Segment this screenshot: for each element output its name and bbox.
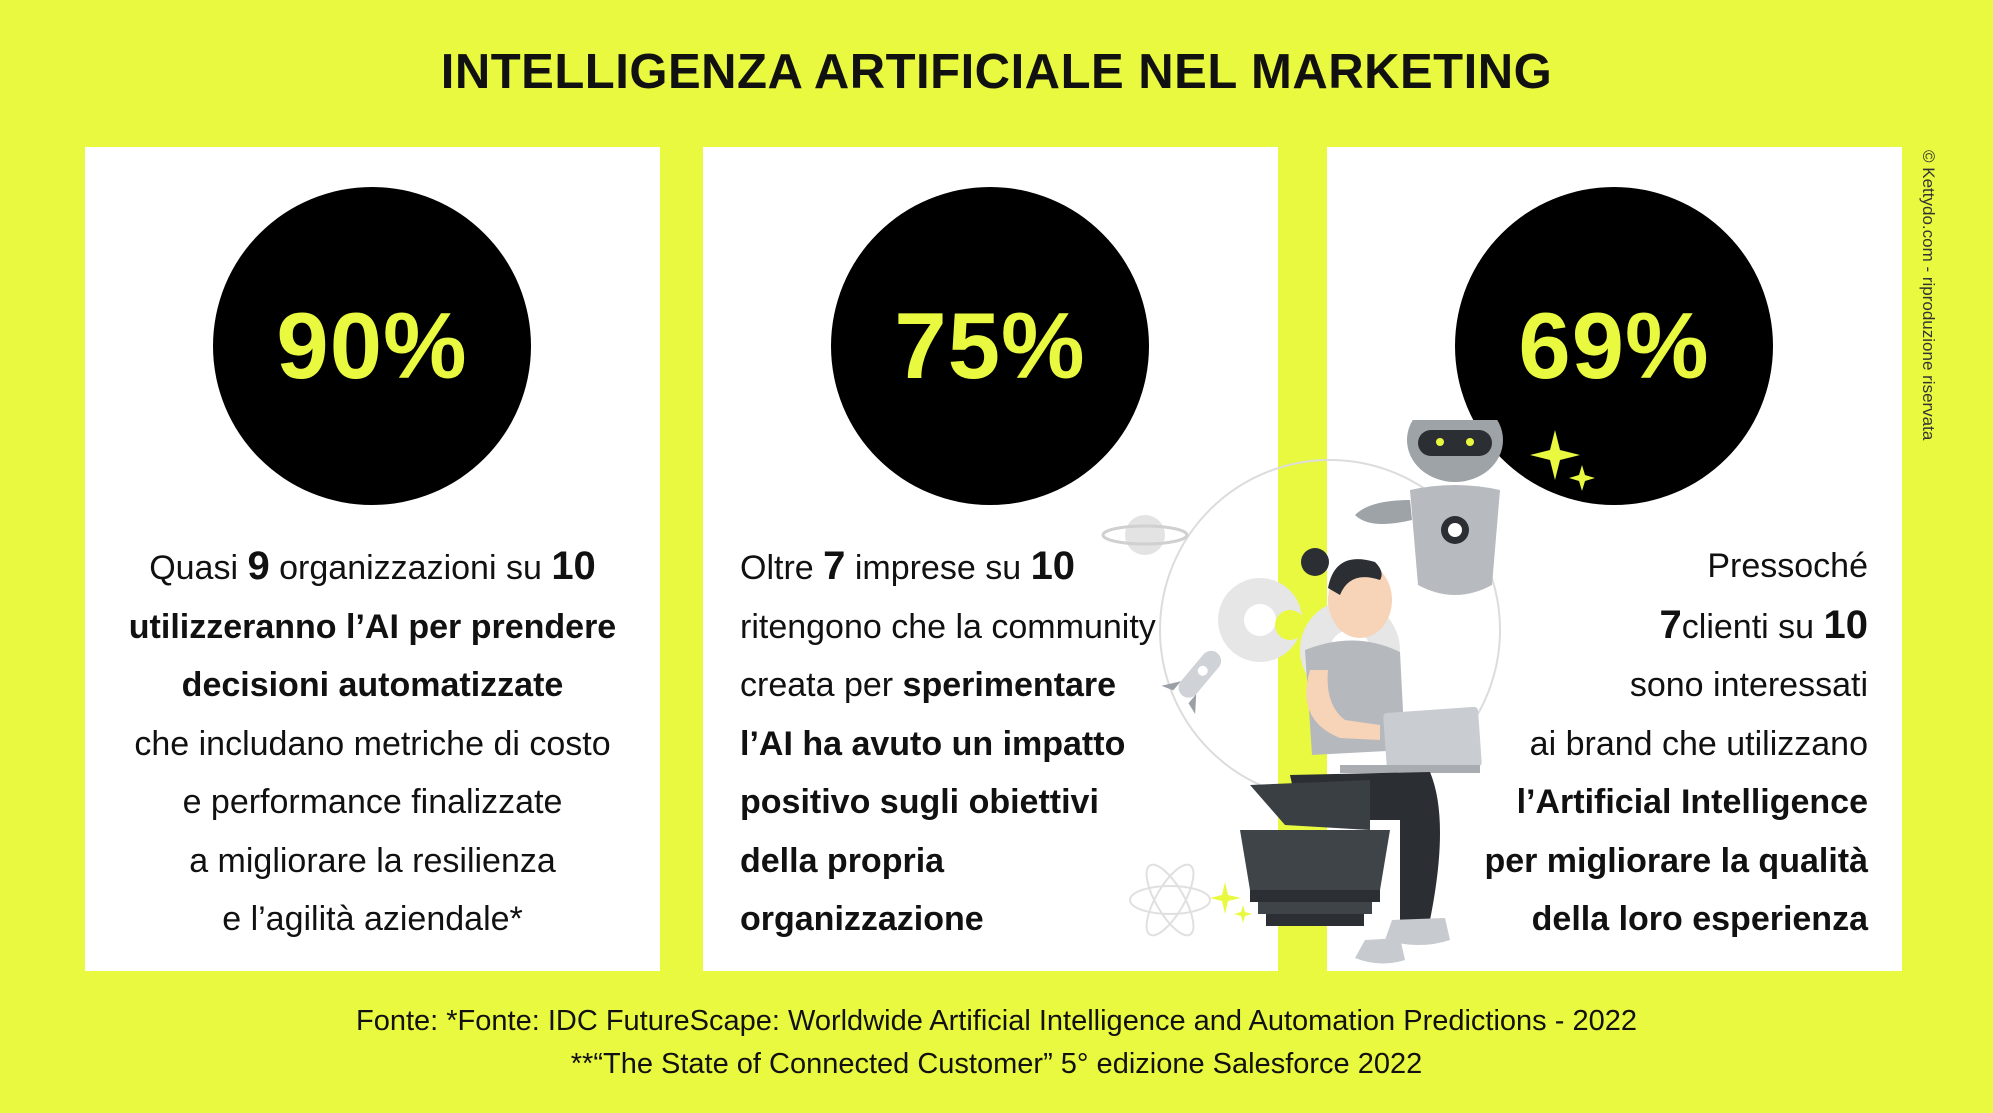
description-segment: imprese su xyxy=(845,549,1031,587)
stat-circle: 75% xyxy=(831,187,1149,505)
description-line: l’AI ha avuto un impatto xyxy=(740,715,1268,774)
atom-icon xyxy=(1129,863,1211,937)
description-segment: 9 xyxy=(247,544,270,588)
description-line: a migliorare la resilienza xyxy=(95,832,650,891)
description-segment: ritengono che la community xyxy=(740,607,1156,646)
watermark-text: © Kettydo.com - riproduzione riservata xyxy=(1919,150,1938,441)
description-segment: per migliorare la qualità xyxy=(1484,841,1868,880)
description-segment: Quasi xyxy=(149,549,248,587)
description-line: della loro esperienza xyxy=(1477,890,1868,949)
source-line-1: Fonte: *Fonte: IDC FutureScape: Worldwid… xyxy=(356,1005,1637,1037)
page-title: INTELLIGENZA ARTIFICIALE NEL MARKETING xyxy=(440,45,1553,99)
stat-circle: 90% xyxy=(213,187,531,505)
description-line: decisioni automatizzate xyxy=(95,656,650,715)
description-line: ai brand che utilizzano xyxy=(1477,715,1868,774)
description-line: Oltre 7 imprese su 10 xyxy=(740,537,1268,598)
description-line: positivo sugli obiettivi xyxy=(740,773,1268,832)
robot-icon xyxy=(1355,420,1503,595)
description-line: sono interessati xyxy=(1477,656,1868,715)
description-line: che includano metriche di costo xyxy=(95,715,650,774)
description-segment: positivo sugli obiettivi xyxy=(740,783,1099,821)
description-segment: organizzazioni su xyxy=(269,549,552,587)
description-line: organizzazione xyxy=(740,890,1268,949)
person-with-laptop-icon xyxy=(1101,420,1503,964)
description-segment: l’Artificial Intelligence xyxy=(1516,783,1868,821)
description-segment: 10 xyxy=(1030,544,1076,588)
description-segment: sono interessati xyxy=(1629,666,1868,704)
description-line: per migliorare la qualità xyxy=(1477,832,1868,891)
description-segment: creata per xyxy=(740,666,903,704)
description-line: 7clienti su 10 xyxy=(1477,596,1868,657)
description-segment: Oltre xyxy=(740,549,824,587)
planet-icon xyxy=(1101,515,1189,555)
description-segment: della loro esperienza xyxy=(1531,900,1868,938)
stat-description: Oltre 7 imprese su 10 ritengono che la co… xyxy=(740,537,1268,949)
description-line: e performance finalizzate xyxy=(95,773,650,832)
description-line: creata per sperimentare xyxy=(740,656,1268,715)
stat-description: Quasi 9 organizzazioni su 10 utilizzerann… xyxy=(95,537,650,949)
description-segment: della propria xyxy=(740,841,945,880)
description-line: l’Artificial Intelligence xyxy=(1477,773,1868,832)
description-line: Pressoché xyxy=(1477,537,1868,596)
description-segment: organizzazione xyxy=(740,900,984,938)
stat-card-90: 90% Quasi 9 organizzazioni su 10 utilizze… xyxy=(85,147,660,971)
sparkle-icon xyxy=(1530,430,1595,491)
description-segment: clienti su xyxy=(1681,607,1824,646)
rocket-icon xyxy=(1161,650,1222,715)
description-line: e l’agilità aziendale* xyxy=(95,890,650,949)
description-segment: e l’agilità aziendale* xyxy=(222,900,523,938)
description-segment: ai brand che utilizzano xyxy=(1529,724,1868,763)
description-line: Quasi 9 organizzazioni su 10 xyxy=(95,537,650,598)
stat-card-75: 75% Oltre 7 imprese su 10 ritengono che l… xyxy=(703,147,1278,971)
source-line-2: **“The State of Connected Customer” 5° e… xyxy=(570,1048,1423,1080)
description-segment: e performance finalizzate xyxy=(182,783,563,821)
description-line: della propria xyxy=(740,832,1268,891)
sparkle-icon xyxy=(1210,882,1252,923)
description-line: utilizzeranno l’AI per prendere xyxy=(95,598,650,657)
description-segment: 10 xyxy=(1823,602,1869,647)
description-segment: utilizzeranno l’AI per prendere xyxy=(128,607,617,646)
description-segment: che includano metriche di costo xyxy=(134,724,611,763)
stat-circle: 69% xyxy=(1455,187,1773,505)
description-line: ritengono che la community xyxy=(740,598,1268,657)
description-segment: 7 xyxy=(1659,602,1682,647)
description-segment: Pressoché xyxy=(1707,547,1868,585)
description-segment: decisioni automatizzate xyxy=(181,666,564,704)
stat-description: Pressoché 7clienti su 10 sono interessati a… xyxy=(1477,537,1868,949)
description-segment: 7 xyxy=(823,544,846,588)
description-segment: a migliorare la resilienza xyxy=(189,841,556,880)
description-segment: sperimentare xyxy=(902,666,1117,704)
description-segment: 10 xyxy=(551,544,596,588)
description-segment: l’AI ha avuto un impatto xyxy=(740,724,1126,763)
